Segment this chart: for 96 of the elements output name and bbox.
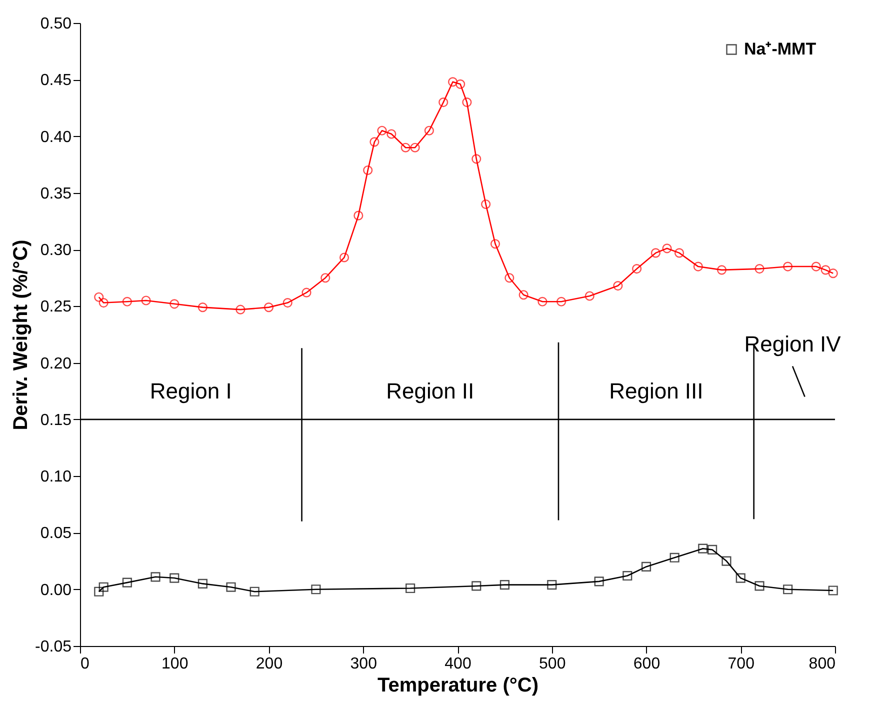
point: [650, 248, 660, 258]
point: [518, 290, 528, 300]
annotation: Region III: [609, 378, 704, 404]
annotation: Region II: [386, 378, 474, 404]
point: [320, 273, 330, 283]
point: [122, 578, 132, 588]
point: [783, 262, 793, 272]
point: [410, 142, 420, 152]
point: [632, 264, 642, 274]
point: [354, 210, 364, 220]
point: [170, 573, 180, 583]
annotation: Region I: [150, 378, 232, 404]
point: [594, 576, 604, 586]
x-tick-label: 100: [162, 656, 188, 672]
y-axis-title: Deriv. Weight (%/°C): [10, 240, 32, 430]
point: [641, 562, 652, 572]
point: [98, 298, 108, 308]
point: [438, 98, 448, 108]
point: [226, 582, 236, 592]
point: [547, 580, 557, 590]
y-tick-label: 0.05: [40, 525, 72, 542]
x-tick-label: 200: [256, 656, 283, 672]
point: [754, 264, 764, 274]
y-tick-label: 0.45: [40, 72, 72, 90]
point: [386, 129, 396, 139]
point: [828, 268, 838, 278]
x-tick-label: 600: [633, 656, 660, 672]
point: [370, 137, 380, 147]
x-tick-label: 500: [539, 656, 566, 672]
legend-label: Na⁺-MMT: [744, 40, 817, 58]
point: [456, 79, 466, 89]
point: [613, 281, 623, 291]
point: [94, 586, 104, 596]
point: [693, 262, 703, 272]
point: [716, 265, 727, 275]
point: [462, 98, 472, 108]
point: [400, 142, 410, 152]
point: [722, 556, 732, 566]
point: [377, 126, 387, 136]
point: [236, 304, 246, 314]
point: [556, 296, 566, 306]
point: [198, 578, 208, 588]
point: [363, 165, 373, 176]
point: [754, 581, 764, 591]
y-tick-label: 0.25: [40, 298, 72, 316]
point: [708, 544, 718, 554]
point: [122, 296, 132, 306]
x-tick-label: 300: [350, 656, 378, 672]
x-tick-label: 700: [728, 656, 755, 672]
y-tick-label: -0.05: [35, 638, 72, 656]
x-tick-label: 400: [444, 656, 472, 672]
point: [698, 544, 708, 554]
point: [662, 244, 672, 254]
point: [472, 581, 482, 591]
y-tick-label: 0.10: [40, 468, 72, 486]
x-tick-label: 800: [808, 656, 836, 672]
point: [170, 299, 180, 309]
y-tick-label: 0.35: [40, 185, 72, 202]
point: [472, 154, 482, 164]
point: [198, 302, 208, 312]
point: [302, 288, 312, 298]
point: [264, 302, 274, 312]
point: [98, 582, 108, 592]
point: [250, 586, 260, 596]
point: [504, 273, 514, 283]
annotation: Region IV: [744, 331, 842, 356]
point: [584, 291, 594, 301]
point: [141, 296, 151, 306]
point: [406, 583, 416, 594]
y-tick-label: 0.00: [40, 582, 72, 599]
point: [481, 199, 491, 210]
point: [828, 586, 838, 596]
y-tick-label: 0.30: [40, 242, 72, 260]
point: [736, 573, 746, 583]
point: [424, 126, 434, 136]
point: [538, 296, 548, 306]
y-tick-label: 0.20: [40, 355, 72, 372]
y-tick-label: 0.50: [40, 16, 72, 32]
point: [94, 292, 104, 302]
y-tick-label: 0.40: [40, 128, 72, 146]
point: [150, 572, 160, 582]
x-tick-label: 0: [80, 656, 90, 672]
point: [311, 584, 321, 594]
point: [622, 570, 632, 581]
y-tick-label: 0.15: [40, 412, 72, 429]
point: [500, 580, 510, 590]
point: [282, 298, 292, 308]
point: [674, 248, 684, 258]
point: [490, 239, 500, 249]
point: [339, 252, 350, 262]
point: [783, 584, 793, 594]
x-axis-title: Temperature (°C): [378, 674, 538, 696]
point: [670, 552, 680, 562]
point: [811, 262, 821, 272]
point: [448, 77, 458, 87]
point: [820, 265, 830, 275]
